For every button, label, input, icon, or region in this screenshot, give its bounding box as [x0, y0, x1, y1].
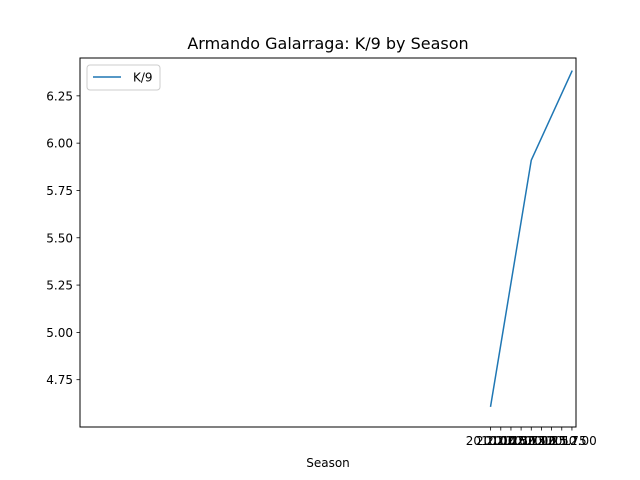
chart-title: Armando Galarraga: K/9 by Season	[187, 34, 468, 53]
legend-box	[86, 64, 161, 91]
y-tick-label: 5.50	[46, 231, 73, 245]
x-axis-ticks: 2010.002010.252010.502010.752011.002011.…	[466, 427, 597, 448]
x-tick-label: 2011.75	[537, 434, 587, 448]
x-axis-label: Season	[306, 456, 350, 470]
y-tick-label: 5.25	[46, 279, 73, 293]
y-tick-label: 5.00	[46, 326, 73, 340]
y-tick-label: 6.25	[46, 89, 73, 103]
y-tick-label: 6.00	[46, 137, 73, 151]
x-tick-label: 2010.75	[496, 434, 546, 448]
x-tick-label: 2011.50	[527, 434, 577, 448]
x-tick-label: 2012.00	[547, 434, 597, 448]
axes-frame	[79, 57, 577, 428]
y-tick-label: 4.75	[46, 373, 73, 387]
plot-area	[79, 57, 577, 428]
series-layer	[489, 70, 573, 408]
x-tick-label: 2010.25	[476, 434, 526, 448]
legend: K/9	[86, 64, 161, 91]
x-tick-label: 2010.00	[466, 434, 516, 448]
x-tick-label: 2011.25	[517, 434, 567, 448]
y-axis-ticks: 4.75 5.00 5.25 5.50 5.75 6.00 6.25	[46, 89, 80, 387]
legend-label: K/9	[133, 71, 153, 85]
x-tick-label: 2011.00	[506, 434, 556, 448]
y-tick-label: 5.75	[46, 184, 73, 198]
x-tick-label: 2010.50	[486, 434, 536, 448]
